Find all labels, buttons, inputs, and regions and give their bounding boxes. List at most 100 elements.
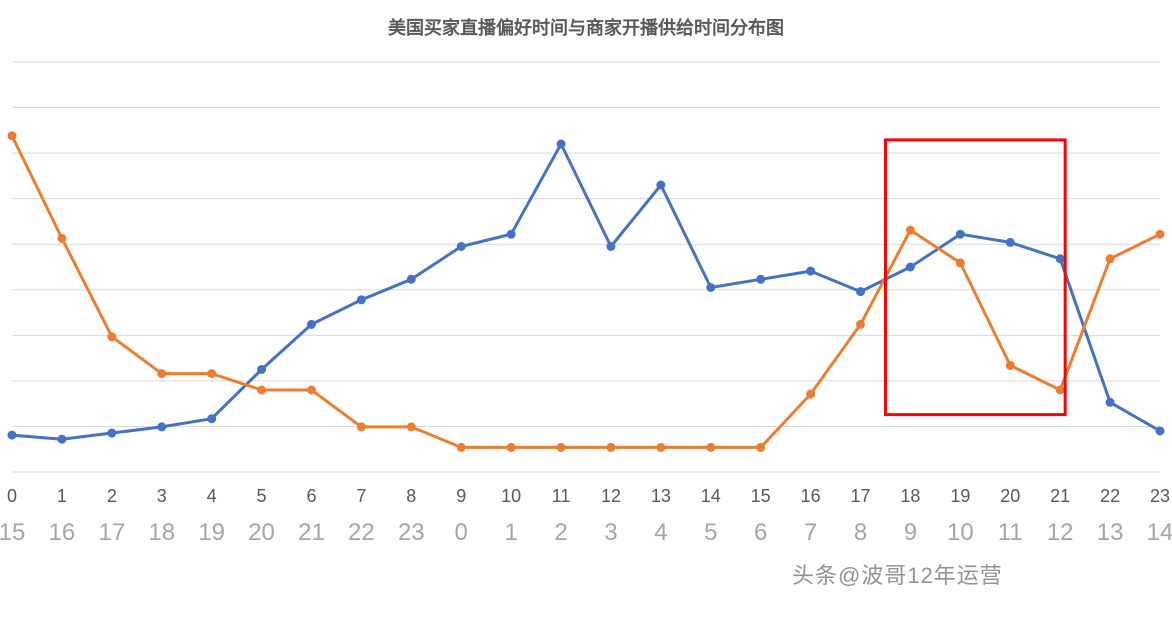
- series-marker-orange: [757, 443, 765, 451]
- x-label-row1: 5: [257, 486, 267, 506]
- x-label-row2: 10: [947, 519, 974, 546]
- series-marker-orange: [8, 132, 16, 140]
- series-marker-orange: [1106, 255, 1114, 263]
- series-marker-blue: [8, 431, 16, 439]
- series-marker-blue: [307, 320, 315, 328]
- series-marker-orange: [507, 443, 515, 451]
- x-label-row1: 9: [456, 486, 466, 506]
- x-label-row2: 4: [654, 519, 667, 546]
- x-label-row1: 3: [157, 486, 167, 506]
- series-marker-blue: [258, 366, 266, 374]
- x-label-row2: 2: [554, 519, 567, 546]
- x-label-row2: 15: [0, 519, 25, 546]
- x-label-row1: 4: [207, 486, 217, 506]
- x-label-row2: 23: [398, 519, 425, 546]
- series-marker-blue: [757, 275, 765, 283]
- series-marker-blue: [557, 140, 565, 148]
- series-marker-blue: [58, 435, 66, 443]
- x-label-row2: 17: [98, 519, 125, 546]
- x-label-row2: 6: [754, 519, 767, 546]
- x-label-row1: 18: [900, 486, 920, 506]
- series-marker-blue: [1106, 398, 1114, 406]
- series-marker-orange: [956, 259, 964, 267]
- series-marker-orange: [1006, 361, 1014, 369]
- series-marker-blue: [507, 230, 515, 238]
- x-label-row2: 5: [704, 519, 717, 546]
- series-marker-blue: [208, 415, 216, 423]
- x-label-row1: 20: [1000, 486, 1020, 506]
- x-label-row1: 10: [501, 486, 521, 506]
- x-label-row1: 2: [107, 486, 117, 506]
- x-label-row2: 11: [998, 519, 1023, 546]
- series-marker-blue: [108, 429, 116, 437]
- x-label-row1: 15: [751, 486, 771, 506]
- series-marker-orange: [807, 390, 815, 398]
- chart-svg: 0123456789101112131415161718192021222315…: [0, 0, 1172, 622]
- watermark: 头条@波哥12年运营: [792, 558, 1003, 590]
- x-label-row2: 20: [248, 519, 275, 546]
- series-marker-blue: [1006, 238, 1014, 246]
- series-marker-blue: [1156, 427, 1164, 435]
- x-label-row1: 0: [7, 486, 17, 506]
- series-marker-orange: [58, 234, 66, 242]
- x-label-row2: 22: [348, 519, 375, 546]
- series-marker-orange: [1056, 386, 1064, 394]
- series-marker-orange: [208, 370, 216, 378]
- series-marker-blue: [906, 263, 914, 271]
- x-label-row1: 13: [651, 486, 671, 506]
- series-marker-orange: [307, 386, 315, 394]
- x-label-row1: 23: [1150, 486, 1170, 506]
- x-label-row1: 14: [701, 486, 721, 506]
- series-marker-blue: [857, 288, 865, 296]
- series-marker-blue: [158, 423, 166, 431]
- series-marker-blue: [807, 267, 815, 275]
- series-marker-orange: [657, 443, 665, 451]
- series-marker-orange: [258, 386, 266, 394]
- x-label-row2: 21: [298, 519, 325, 546]
- x-label-row2: 0: [455, 519, 468, 546]
- series-marker-blue: [407, 275, 415, 283]
- series-marker-blue: [657, 181, 665, 189]
- x-label-row1: 1: [57, 486, 67, 506]
- x-label-row1: 12: [601, 486, 621, 506]
- x-label-row2: 14: [1147, 519, 1172, 546]
- x-label-row2: 13: [1097, 519, 1124, 546]
- series-marker-blue: [457, 243, 465, 251]
- x-label-row2: 19: [198, 519, 225, 546]
- highlight-rect: [885, 140, 1065, 415]
- series-marker-orange: [407, 423, 415, 431]
- x-label-row2: 16: [49, 519, 76, 546]
- x-label-row2: 3: [604, 519, 617, 546]
- x-label-row1: 16: [801, 486, 821, 506]
- series-marker-orange: [457, 443, 465, 451]
- series-line-blue: [12, 144, 1160, 439]
- series-marker-orange: [108, 333, 116, 341]
- series-marker-blue: [956, 230, 964, 238]
- series-line-orange: [12, 136, 1160, 448]
- series-marker-orange: [906, 226, 914, 234]
- series-marker-orange: [158, 370, 166, 378]
- x-label-row1: 22: [1100, 486, 1120, 506]
- x-label-row1: 21: [1050, 486, 1070, 506]
- series-marker-orange: [707, 443, 715, 451]
- x-label-row2: 9: [904, 519, 917, 546]
- series-marker-blue: [707, 284, 715, 292]
- series-marker-orange: [857, 320, 865, 328]
- x-label-row2: 1: [504, 519, 517, 546]
- x-label-row2: 12: [1047, 519, 1074, 546]
- x-label-row1: 11: [552, 486, 571, 506]
- x-label-row1: 19: [950, 486, 970, 506]
- chart-container: 美国买家直播偏好时间与商家开播供给时间分布图 01234567891011121…: [0, 0, 1172, 622]
- x-label-row1: 6: [306, 486, 316, 506]
- x-label-row2: 18: [148, 519, 175, 546]
- series-marker-blue: [357, 296, 365, 304]
- series-marker-orange: [607, 443, 615, 451]
- series-marker-blue: [1056, 255, 1064, 263]
- series-marker-blue: [607, 243, 615, 251]
- series-marker-orange: [557, 443, 565, 451]
- x-label-row1: 17: [851, 486, 871, 506]
- x-label-row1: 8: [406, 486, 416, 506]
- x-label-row2: 7: [804, 519, 817, 546]
- x-label-row1: 7: [356, 486, 366, 506]
- series-marker-orange: [1156, 230, 1164, 238]
